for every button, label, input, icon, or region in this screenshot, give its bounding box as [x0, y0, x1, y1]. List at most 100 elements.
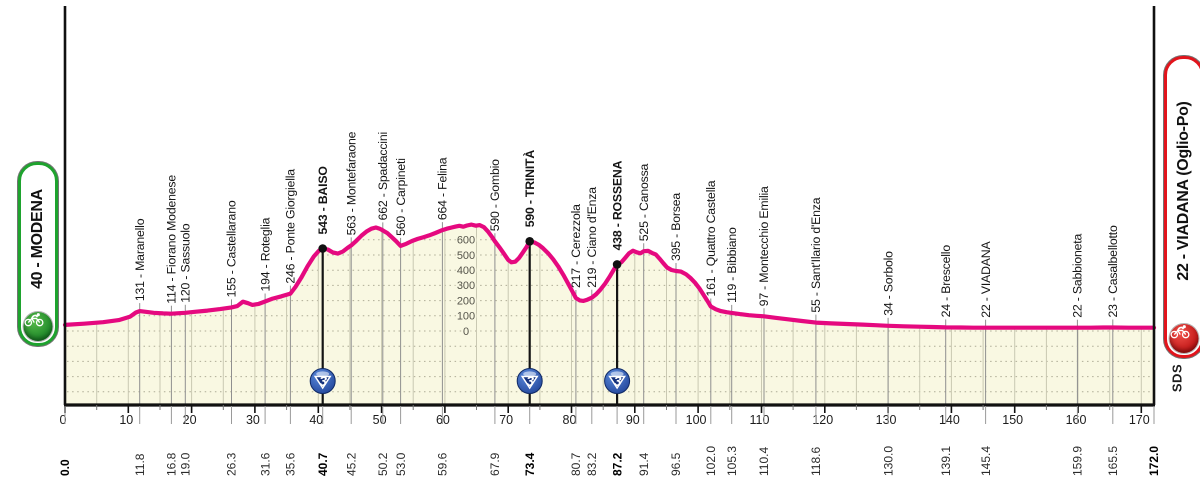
waypoint-label: 34 - Sorbolo — [881, 251, 895, 316]
waypoint-km-stubs — [64, 406, 1155, 424]
km-label: 59.6 — [436, 452, 450, 476]
km-label: 91.4 — [637, 452, 651, 476]
axis-tick-label: 140 — [939, 413, 960, 427]
waypoint-label: 22 - VIADANA — [979, 241, 993, 318]
category-3-climb-badge: 3 — [516, 368, 543, 394]
elevation-label: 0 — [463, 326, 469, 338]
km-label: 67.9 — [488, 452, 502, 476]
km-label: 159.9 — [1071, 446, 1085, 476]
waypoint-label: 438 - ROSSENA — [610, 160, 624, 250]
km-label: 172.0 — [1147, 446, 1161, 476]
waypoint-label: 119 - Bibbiano — [725, 227, 739, 303]
km-label: 130.0 — [881, 446, 895, 476]
km-label: 87.2 — [610, 452, 624, 476]
km-label: 83.2 — [585, 452, 599, 476]
waypoint-label: 114 - Fiorano Modenese — [165, 175, 179, 304]
waypoint-label: 563 - Montefaraone — [344, 131, 358, 235]
axis-tick-label: 100 — [686, 413, 707, 427]
waypoint-label: 395 - Borsea — [669, 193, 683, 261]
waypoint-label: 664 - Felina — [436, 157, 450, 220]
climb-summit-dot — [612, 260, 622, 269]
climb-summit-dot — [318, 244, 328, 253]
waypoint-label: 22 - Sabbioneta — [1071, 234, 1085, 318]
elevation-label: 500 — [457, 250, 475, 262]
waypoint-label: 97 - Montecchio Emilia — [757, 186, 771, 306]
km-label: 50.2 — [376, 452, 390, 476]
km-label: 105.3 — [725, 446, 739, 476]
elevation-label: 600 — [457, 235, 475, 247]
waypoint-label: 246 - Ponte Giorgiella — [284, 169, 298, 284]
waypoint-label: 525 - Canossa — [637, 163, 651, 241]
waypoint-label: 590 - Gombio — [488, 159, 502, 231]
elevation-label: 200 — [457, 295, 475, 307]
km-label: 45.2 — [344, 452, 358, 476]
axis-tick-label: 0 — [60, 413, 67, 427]
km-label: 102.0 — [704, 446, 718, 476]
axis-tick-label: 170 — [1129, 413, 1150, 427]
axis-tick-label: 120 — [812, 413, 833, 427]
axis-tick-label: 160 — [1066, 413, 1087, 427]
waypoint-label: 590 - TRINITÀ — [522, 150, 537, 228]
km-label: 73.4 — [523, 452, 537, 476]
axis-tick-label: 80 — [563, 413, 577, 427]
x-axis-ticks: 0 10 20 30 40 50 60 70 80 90 100 110 120 130 140 150 160… — [58, 405, 1151, 429]
km-label: 118.6 — [809, 447, 823, 476]
waypoint-label: 194 - Roteglia — [258, 217, 272, 291]
axis-tick-label: 130 — [876, 413, 897, 427]
axis-tick-label: 90 — [626, 413, 640, 427]
axes — [63, 6, 1156, 407]
axis-tick-label: 20 — [183, 413, 197, 427]
waypoint-label: 217 - Cerezzola — [569, 204, 583, 288]
km-label: 96.5 — [669, 452, 683, 476]
profile-area-fill — [65, 224, 1154, 405]
elevation-scale: 0 100 200 300 400 500 600 — [455, 233, 477, 340]
km-label: 35.6 — [284, 452, 298, 476]
axis-tick-label: 10 — [119, 413, 133, 427]
km-label: 26.3 — [225, 452, 239, 476]
start-label: 40 - MODENA — [29, 189, 46, 289]
axis-tick-label: 60 — [436, 413, 450, 427]
waypoint-km-labels: 0.0 11.8 16.8 19.0 26.3 31.6 35.6 40.7 45.2 50.2 5… — [58, 446, 1161, 476]
axis-tick-label: 110 — [750, 413, 770, 427]
km-label: 0.0 — [58, 459, 72, 476]
km-label: 11.8 — [133, 453, 147, 476]
axis-tick-label: 30 — [246, 413, 260, 427]
km-label: 40.7 — [316, 452, 330, 476]
finish-label: 22 - VIADANA (Oglio-Po) — [1175, 101, 1192, 281]
svg-text:3: 3 — [614, 373, 622, 389]
leader-lines — [139, 222, 1114, 405]
km-label: 139.1 — [939, 446, 953, 476]
waypoint-label: 55 - Sant'Ilario d'Enza — [809, 197, 823, 312]
finish-marker: 22 - VIADANA (Oglio-Po) — [1164, 56, 1200, 358]
category-3-climb-badge: 3 — [309, 368, 336, 394]
svg-text:3: 3 — [319, 373, 327, 389]
cyclist-icon — [1169, 324, 1199, 353]
sds-logo: SDS — [1169, 363, 1185, 393]
axis-tick-label: 70 — [499, 413, 513, 427]
climb-summit-dot — [525, 237, 534, 246]
waypoint-label: 24 - Brescello — [939, 245, 953, 318]
waypoint-label: 219 - Ciano d'Enza — [585, 187, 599, 288]
axis-tick-label: 50 — [373, 413, 387, 427]
km-label: 19.0 — [179, 452, 193, 476]
waypoint-label: 23 - Casalbellotto — [1106, 225, 1120, 317]
waypoint-label: 543 - BAISO — [316, 166, 330, 235]
elevation-label: 400 — [457, 265, 475, 277]
waypoint-labels: 131 - Maranello 114 - Fiorano Modenese 120… — [133, 131, 1120, 317]
category-3-climb-badge: 3 — [604, 368, 631, 394]
waypoint-label: 155 - Castellarano — [225, 200, 239, 297]
km-label: 110.4 — [757, 447, 771, 476]
axis-tick-label: 150 — [1002, 413, 1023, 427]
waypoint-label: 161 - Quattro Castella — [704, 180, 718, 296]
km-label: 145.4 — [979, 446, 993, 476]
waypoint-label: 131 - Maranello — [133, 218, 147, 301]
km-label: 16.8 — [165, 452, 179, 476]
waypoint-label: 120 - Sassuolo — [179, 223, 193, 303]
km-label: 53.0 — [394, 452, 408, 476]
km-label: 31.6 — [258, 452, 272, 476]
km-label: 80.7 — [569, 452, 583, 476]
waypoint-label: 560 - Carpineti — [394, 158, 408, 236]
start-marker: 40 - MODENA — [18, 162, 58, 346]
km-label: 165.5 — [1106, 446, 1120, 476]
